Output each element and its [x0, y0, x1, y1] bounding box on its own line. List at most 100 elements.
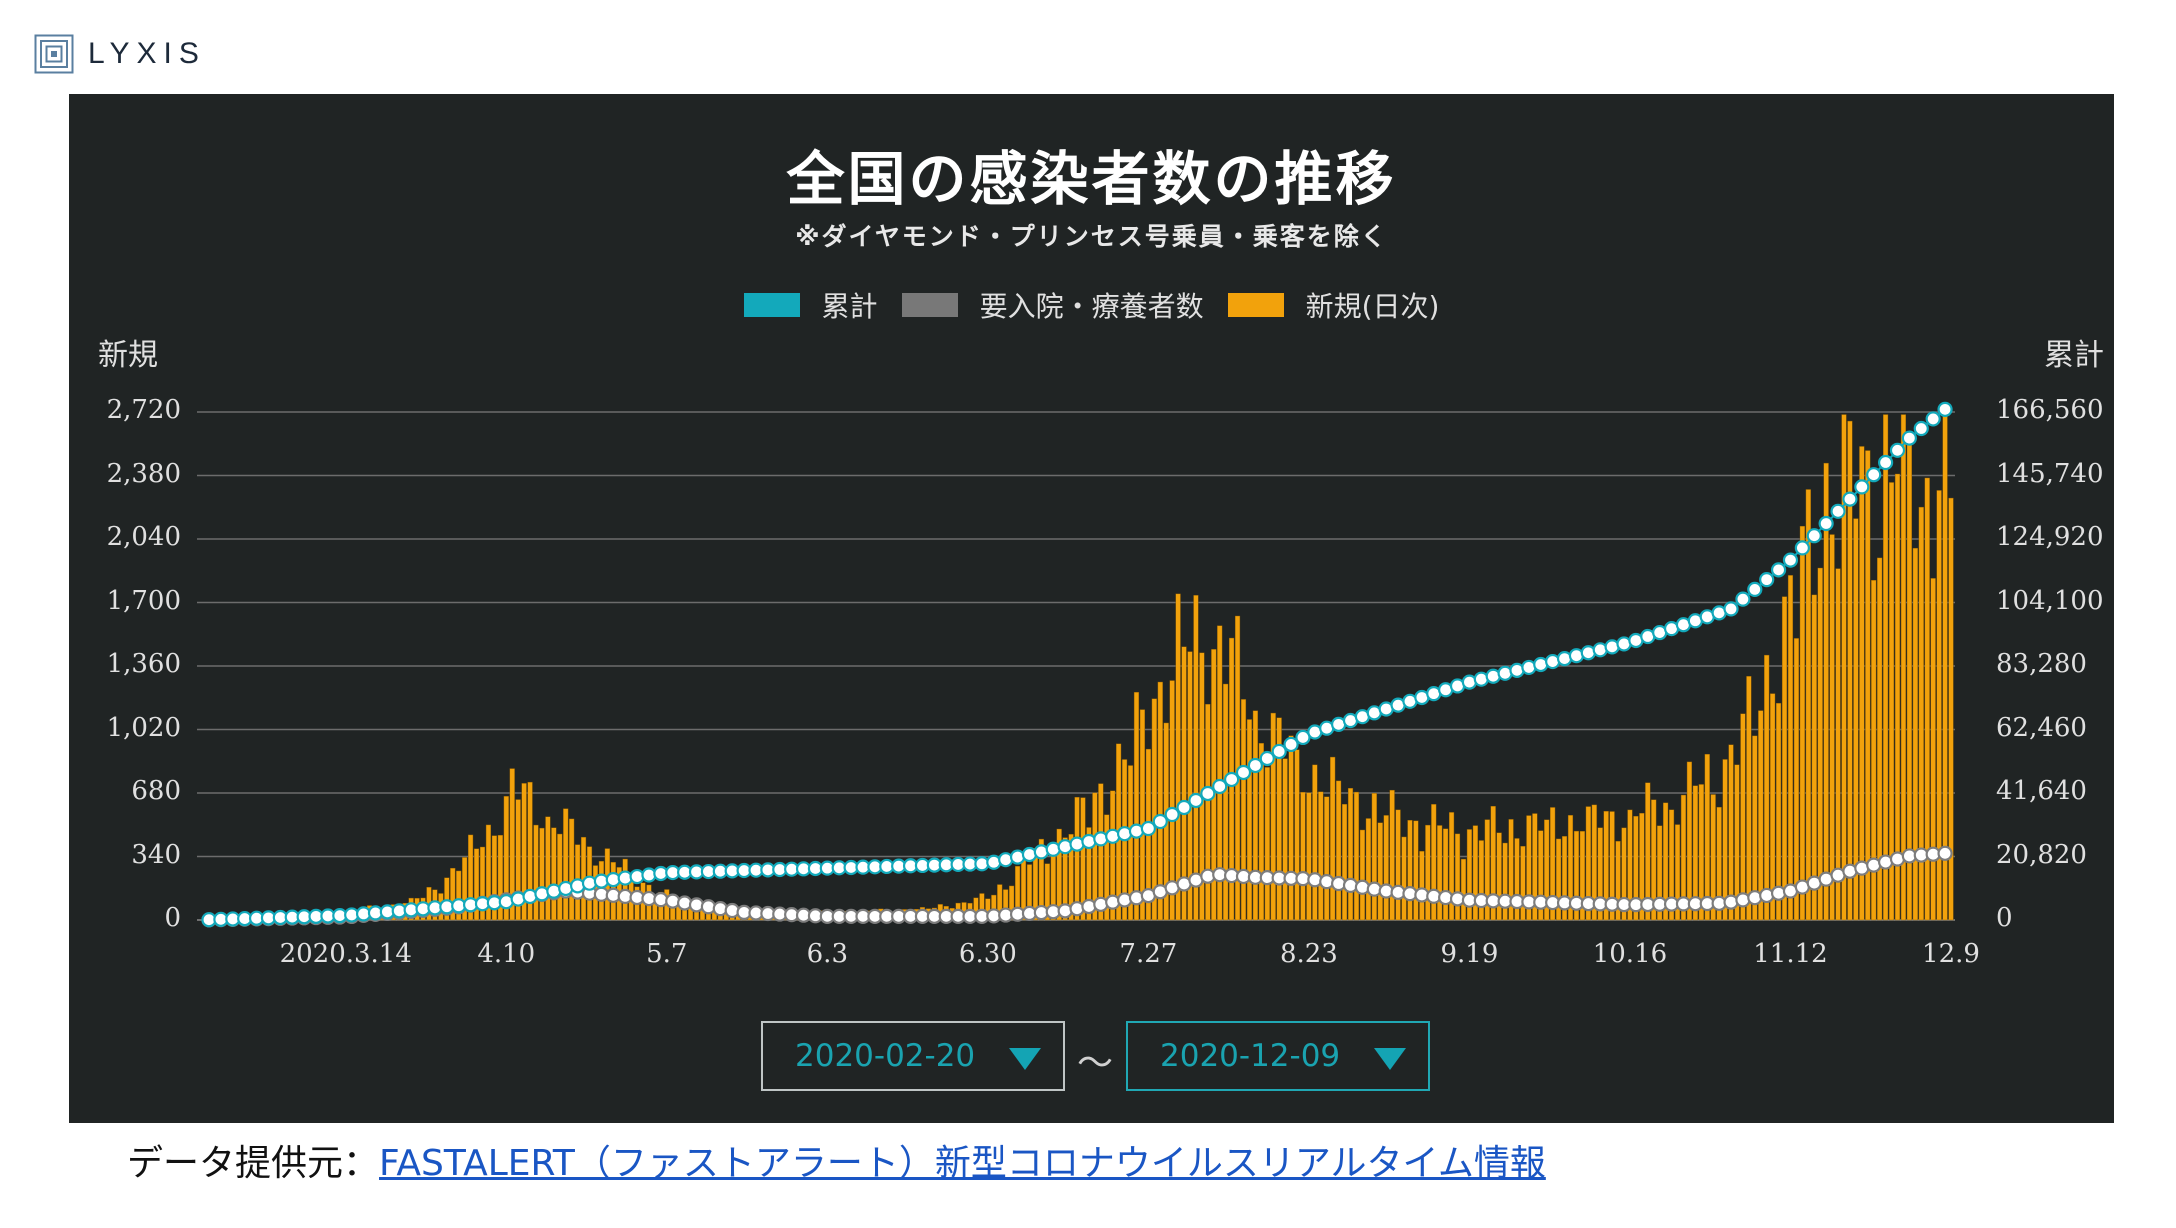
daily-bar: [1044, 863, 1050, 921]
cumulative-point: [1200, 785, 1216, 802]
daily-bar: [1841, 414, 1847, 921]
active-point: [1770, 885, 1787, 901]
daily-bar: [1859, 446, 1865, 921]
daily-bar: [1240, 699, 1247, 921]
daily-bar: [1532, 813, 1538, 921]
right-tick-label: 0: [1996, 903, 2013, 933]
cumulative-point: [1140, 820, 1156, 837]
left-tick-label: 1,020: [106, 712, 181, 743]
daily-bar: [1692, 785, 1698, 921]
daily-bar: [1425, 824, 1431, 921]
daily-bar: [1728, 744, 1734, 921]
chart-subtitle: ※ダイヤモンド・プリンセス号乗員・乗客を除く: [795, 222, 1388, 251]
daily-bar: [1663, 802, 1669, 921]
legend-swatch-cumulative: [743, 293, 800, 317]
logo-text: LYXIS: [88, 37, 206, 70]
cumulative-point: [1830, 503, 1846, 519]
legend-label-cumulative: 累計: [821, 290, 878, 323]
daily-bar: [1407, 820, 1413, 921]
daily-bar: [1597, 827, 1603, 921]
end-date-select[interactable]: 2020-12-09: [1126, 1021, 1430, 1091]
daily-bar: [509, 768, 515, 921]
left-tick-label: 0: [164, 903, 181, 933]
left-tick-label: 340: [131, 839, 181, 870]
legend-item-active[interactable]: 要入院・療養者数: [901, 285, 1204, 325]
active-point: [1723, 894, 1739, 910]
start-date-select[interactable]: 2020-02-20: [761, 1021, 1065, 1091]
cumulative-point: [1889, 442, 1906, 458]
cumulative-point: [1770, 562, 1787, 578]
legend-item-daily[interactable]: 新規(日次): [1227, 285, 1439, 325]
daily-bar: [1324, 796, 1330, 921]
cumulative-point: [1271, 743, 1287, 760]
daily-bar: [1365, 818, 1371, 921]
daily-bar: [1877, 557, 1883, 921]
cumulative-point: [581, 875, 598, 891]
x-tick-label: 11.12: [1753, 939, 1828, 969]
daily-bar: [491, 835, 497, 921]
daily-bar: [1591, 804, 1597, 921]
daily-bar: [1490, 806, 1496, 921]
daily-bar: [1651, 799, 1657, 921]
daily-bar: [1716, 806, 1722, 921]
cumulative-point: [1913, 420, 1929, 437]
daily-bar: [1633, 815, 1639, 921]
daily-bar: [1942, 414, 1948, 921]
daily-bar: [1680, 794, 1687, 921]
daily-bar: [1740, 713, 1746, 921]
daily-bar: [1223, 683, 1229, 921]
data-source-label: データ提供元：: [127, 1143, 380, 1184]
cumulative-point: [1188, 792, 1204, 809]
right-tick-label: 41,640: [1996, 776, 2087, 806]
daily-bar: [1288, 735, 1294, 921]
legend-swatch-daily: [1227, 293, 1284, 317]
daily-bar: [1395, 809, 1401, 921]
daily-bar: [1401, 836, 1407, 921]
date-range-separator: ～: [1077, 1043, 1114, 1084]
daily-bar: [1544, 819, 1550, 921]
daily-bar: [1835, 568, 1841, 921]
daily-bar: [1912, 547, 1918, 921]
cumulative-point: [1247, 757, 1263, 774]
daily-bar: [545, 816, 551, 921]
daily-bar: [1472, 825, 1478, 921]
daily-bar: [1336, 780, 1342, 921]
daily-bar: [1181, 646, 1187, 921]
daily-bar: [1246, 719, 1253, 921]
daily-bar: [1734, 764, 1740, 921]
daily-bar: [1567, 815, 1574, 921]
daily-bar: [1722, 759, 1728, 921]
daily-bar: [1936, 490, 1942, 921]
daily-bar: [1829, 534, 1835, 921]
start-date-value: 2020-02-20: [795, 1038, 976, 1074]
daily-bar: [456, 870, 462, 921]
daily-bar: [1258, 743, 1264, 921]
daily-bar: [462, 857, 468, 921]
daily-bar: [1187, 651, 1193, 921]
daily-bar: [1883, 414, 1889, 921]
data-source-link[interactable]: FASTALERT（ファストアラート）新型コロナウイルスリアルタイム情報: [379, 1143, 1546, 1184]
daily-bar: [1347, 788, 1354, 921]
cumulative-point: [1842, 491, 1858, 507]
chart-panel: 全国の感染者数の推移 ※ダイヤモンド・プリンセス号乗員・乗客を除く 累計 要入院…: [69, 94, 2114, 1123]
daily-bar: [1585, 806, 1591, 921]
daily-bar: [1312, 764, 1318, 921]
triangle-down-icon: [1374, 1048, 1406, 1070]
daily-bar: [1811, 594, 1817, 921]
daily-bar: [1330, 756, 1336, 921]
daily-bar: [1098, 783, 1104, 921]
legend-item-cumulative[interactable]: 累計: [743, 285, 878, 325]
daily-bar: [1645, 782, 1651, 921]
daily-bar: [1169, 680, 1175, 921]
daily-bar: [1092, 792, 1098, 921]
daily-bar: [1764, 654, 1770, 921]
daily-bar: [1603, 811, 1609, 921]
daily-bar: [1443, 828, 1449, 921]
daily-bar: [1151, 698, 1157, 921]
active-point: [1747, 890, 1763, 906]
daily-bar: [1264, 767, 1270, 921]
daily-bar: [1900, 414, 1907, 921]
daily-bar: [1930, 578, 1936, 921]
daily-bar: [1579, 831, 1585, 921]
daily-bar: [1526, 815, 1532, 921]
